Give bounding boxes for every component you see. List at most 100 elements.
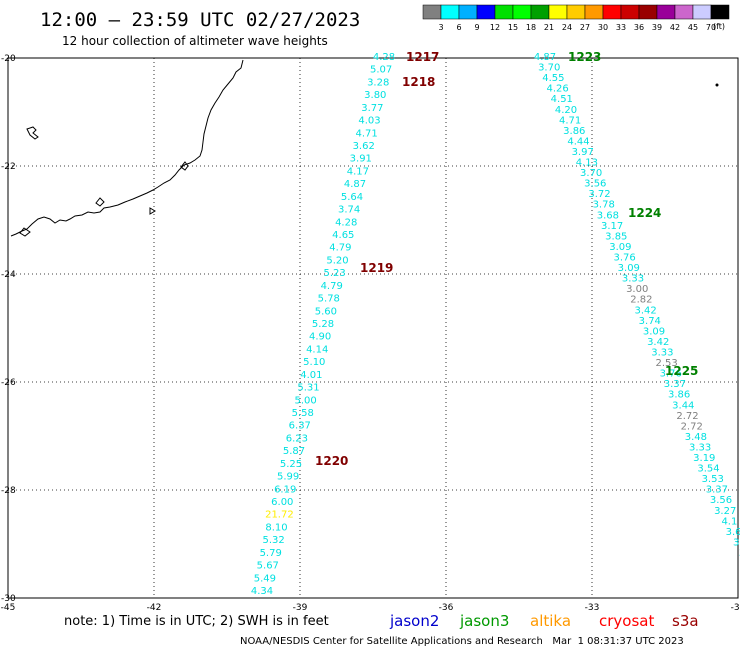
wave-height-value: 3.28 bbox=[367, 77, 389, 88]
wave-height-value: 3.76 bbox=[613, 253, 635, 264]
color-swatch bbox=[656, 4, 676, 20]
wave-height-value: 2.72 bbox=[681, 421, 703, 432]
wave-height-value: 4.01 bbox=[300, 370, 322, 381]
wave-height-value: 4.79 bbox=[329, 243, 351, 254]
wave-height-value: 5.78 bbox=[318, 294, 340, 305]
color-scale-tick-label: 9 bbox=[474, 23, 479, 32]
wave-height-value: 3.53 bbox=[702, 474, 724, 485]
wave-height-value: 3.91 bbox=[350, 154, 372, 165]
wave-height-value: 4.14 bbox=[306, 344, 328, 355]
wave-height-value: 3.48 bbox=[685, 432, 707, 443]
satellite-legend-entry: altika bbox=[530, 612, 571, 630]
pass-label: 1220 bbox=[315, 454, 348, 468]
wave-height-value: 3.33 bbox=[689, 443, 711, 454]
lat-tick-label: -22 bbox=[1, 162, 16, 172]
pass-label: 1223 bbox=[568, 50, 601, 64]
color-scale-tick-label: 42 bbox=[670, 23, 680, 32]
wave-height-value: 5.67 bbox=[257, 561, 279, 572]
wave-height-value: 4.26 bbox=[546, 84, 568, 95]
color-scale-tick-label: 36 bbox=[634, 23, 644, 32]
wave-height-value: 4.65 bbox=[332, 230, 354, 241]
wave-height-value: 3 bbox=[739, 548, 740, 559]
color-swatch bbox=[530, 4, 550, 20]
pass-label: 1218 bbox=[402, 75, 435, 89]
coastline bbox=[10, 59, 244, 237]
pass-label: 1219 bbox=[360, 261, 393, 275]
wave-height-value: 6.23 bbox=[286, 433, 308, 444]
pass-label: 1225 bbox=[665, 364, 698, 378]
wave-height-value: 3.68 bbox=[597, 210, 619, 221]
color-scale-tick-label: 3 bbox=[438, 23, 443, 32]
color-scale-tick-label: 39 bbox=[652, 23, 662, 32]
wave-height-tracks: 4.285.073.283.803.774.034.713.623.914.17… bbox=[251, 52, 740, 597]
color-swatch bbox=[620, 4, 640, 20]
lon-tick-label: -45 bbox=[1, 603, 16, 613]
wave-height-value: 5.20 bbox=[326, 255, 348, 266]
wave-height-value: 3.09 bbox=[618, 263, 640, 274]
color-swatch bbox=[458, 4, 478, 20]
wave-height-value: 3.09 bbox=[609, 242, 631, 253]
wave-height-value: 3.00 bbox=[626, 284, 648, 295]
wave-height-value: 4.34 bbox=[251, 586, 273, 597]
wave-height-value: 5.07 bbox=[370, 65, 392, 76]
wave-height-value: 4.71 bbox=[559, 115, 581, 126]
color-scale-tick-label: 45 bbox=[688, 23, 698, 32]
color-scale-tick-label: 12 bbox=[490, 23, 500, 32]
wave-height-value: 8.10 bbox=[265, 522, 287, 533]
pass-labels: 1217 1218 1219 1220 1223 1224 1225 bbox=[315, 50, 698, 468]
wave-height-value: 2.82 bbox=[630, 295, 652, 306]
wave-height-value: 3.74 bbox=[639, 316, 661, 327]
wave-height-value: 5.99 bbox=[277, 472, 299, 483]
wave-height-value: 6.37 bbox=[289, 421, 311, 432]
wave-height-value: 3. bbox=[733, 537, 740, 548]
map-title: 12:00 – 23:59 UTC 02/27/2023 bbox=[40, 9, 360, 31]
satellite-legend-entry: jason2 bbox=[389, 612, 439, 630]
wave-height-value: 3.72 bbox=[588, 189, 610, 200]
color-swatch bbox=[674, 4, 694, 20]
pass-label: 1224 bbox=[628, 206, 661, 220]
color-swatch bbox=[584, 4, 604, 20]
wave-height-value: 3.56 bbox=[584, 179, 606, 190]
wave-height-value: 6.19 bbox=[274, 484, 296, 495]
lat-tick-label: -20 bbox=[1, 54, 16, 64]
wave-height-value: 5.25 bbox=[280, 459, 302, 470]
wave-height-value: 4.17 bbox=[347, 166, 369, 177]
wave-height-value: 4.87 bbox=[344, 179, 366, 190]
wave-height-value: 3.70 bbox=[580, 168, 602, 179]
wave-height-value: 3.80 bbox=[364, 90, 386, 101]
wave-height-value: 3.78 bbox=[593, 200, 615, 211]
wave-height-value: 4.03 bbox=[358, 116, 380, 127]
color-scale-legend: 3 6 9 12 15 18 21 24 27 30 33 36 39 42 45 70 bbox=[422, 4, 730, 32]
wave-height-value: 3.70 bbox=[538, 63, 560, 74]
lat-tick-label: -24 bbox=[1, 270, 16, 280]
satellite-legend-entry: cryosat bbox=[599, 612, 654, 630]
wave-height-value: 4.55 bbox=[542, 73, 564, 84]
wave-height-value: 6.00 bbox=[271, 497, 293, 508]
footer-note: note: 1) Time is in UTC; 2) SWH is in fe… bbox=[64, 614, 329, 629]
wave-height-value: 3.42 bbox=[647, 337, 669, 348]
wave-height-value: 3.27 bbox=[714, 506, 736, 517]
wave-height-value: 4.20 bbox=[555, 105, 577, 116]
wave-height-value: 5.79 bbox=[260, 548, 282, 559]
color-swatch bbox=[512, 4, 532, 20]
color-scale-tick-label: 33 bbox=[616, 23, 626, 32]
wave-height-value: 4.87 bbox=[534, 52, 556, 63]
color-swatch bbox=[602, 4, 622, 20]
lat-tick-label: -28 bbox=[1, 486, 16, 496]
wave-height-value: 5.23 bbox=[323, 268, 345, 279]
wave-height-value: 3.33 bbox=[622, 274, 644, 285]
wave-height-value: 3.97 bbox=[572, 147, 594, 158]
wave-height-value: 5.10 bbox=[303, 357, 325, 368]
wave-height-value: 3.62 bbox=[353, 141, 375, 152]
color-scale-tick-label: 15 bbox=[508, 23, 518, 32]
wave-height-value: 21.72 bbox=[265, 510, 294, 521]
color-scale-tick-label: 30 bbox=[598, 23, 608, 32]
lat-tick-label: -26 bbox=[1, 378, 16, 388]
wave-height-value: 3.86 bbox=[668, 390, 690, 401]
wave-height-value: 5.58 bbox=[292, 408, 314, 419]
color-swatch bbox=[440, 4, 460, 20]
wave-height-value: 3.44 bbox=[672, 400, 694, 411]
color-swatch bbox=[476, 4, 496, 20]
lat-tick-label: -30 bbox=[1, 594, 16, 604]
